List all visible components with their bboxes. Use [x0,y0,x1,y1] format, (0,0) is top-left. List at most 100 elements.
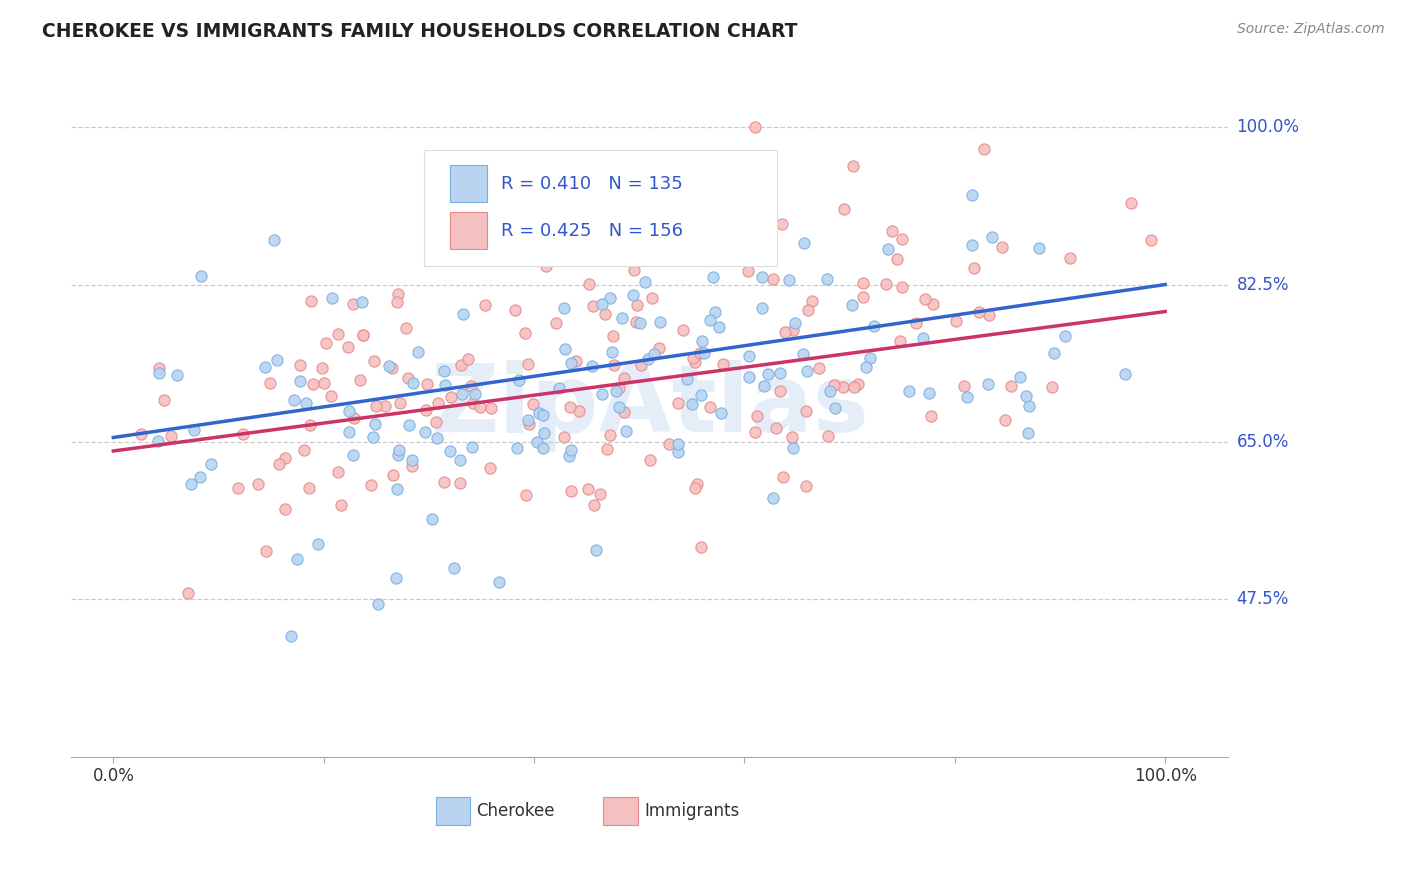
Point [479,401,502,415]
Point [991,240,1014,254]
Point [1010,370,1032,384]
Point [945,314,967,328]
Point [436,239,458,253]
Point [283,392,305,407]
Point [591,387,613,401]
Point [440,390,463,404]
Point [576,483,599,497]
Point [401,453,423,467]
Point [319,389,342,403]
Point [534,259,557,273]
Point [738,349,761,363]
Point [349,373,371,387]
Point [301,377,323,392]
Point [831,380,853,394]
Point [578,277,600,292]
Point [554,342,576,356]
Point [610,311,633,326]
Point [751,301,773,316]
Point [624,315,647,329]
Point [398,418,420,433]
Point [558,449,581,463]
Point [630,358,652,372]
Point [756,367,779,381]
Point [792,347,814,361]
Point [337,425,360,439]
Point [780,430,803,444]
Point [290,358,312,372]
Point [329,498,352,512]
Point [690,540,713,554]
Point [782,441,804,455]
Point [568,403,591,417]
Point [263,233,285,247]
Point [628,316,651,330]
Point [607,400,630,414]
Point [648,341,671,355]
Point [474,298,496,312]
Point [877,242,900,256]
Point [415,403,437,417]
Point [434,378,457,392]
Point [605,384,627,399]
Point [387,448,409,462]
Point [582,499,605,513]
Point [531,442,554,456]
Point [842,160,865,174]
Point [148,366,170,380]
Point [782,323,804,337]
Point [387,287,409,301]
Point [710,406,733,420]
Point [337,341,360,355]
Point [352,327,374,342]
Point [558,400,581,414]
Point [702,270,724,285]
Point [623,263,645,277]
Point [823,378,845,392]
Point [973,142,995,156]
Point [880,224,903,238]
Point [769,366,792,380]
Point [1000,379,1022,393]
Text: Immigrants: Immigrants [644,802,740,820]
Point [458,252,481,266]
Point [815,271,838,285]
Point [640,452,662,467]
Point [321,291,343,305]
Point [1018,399,1040,413]
Point [531,408,554,422]
Point [591,297,613,311]
Point [360,478,382,492]
Point [461,440,484,454]
Point [527,406,550,420]
Point [433,364,456,378]
Point [683,481,706,495]
Point [1139,233,1161,247]
Point [576,185,599,199]
Point [294,442,316,457]
Point [406,344,429,359]
Point [326,465,349,479]
Point [1042,380,1064,394]
Point [560,356,582,370]
Point [832,202,855,216]
Point [364,400,387,414]
Point [586,250,609,264]
Bar [603,797,638,825]
Point [361,430,384,444]
Point [294,396,316,410]
Point [290,374,312,388]
Point [889,334,911,348]
Point [641,291,664,305]
Point [602,329,624,343]
Point [613,371,636,385]
Point [918,386,941,401]
Point [658,231,681,245]
Point [846,377,869,392]
Point [439,443,461,458]
Bar [450,212,486,249]
Point [311,360,333,375]
Point [682,351,704,365]
Point [526,435,548,450]
Point [859,351,882,366]
